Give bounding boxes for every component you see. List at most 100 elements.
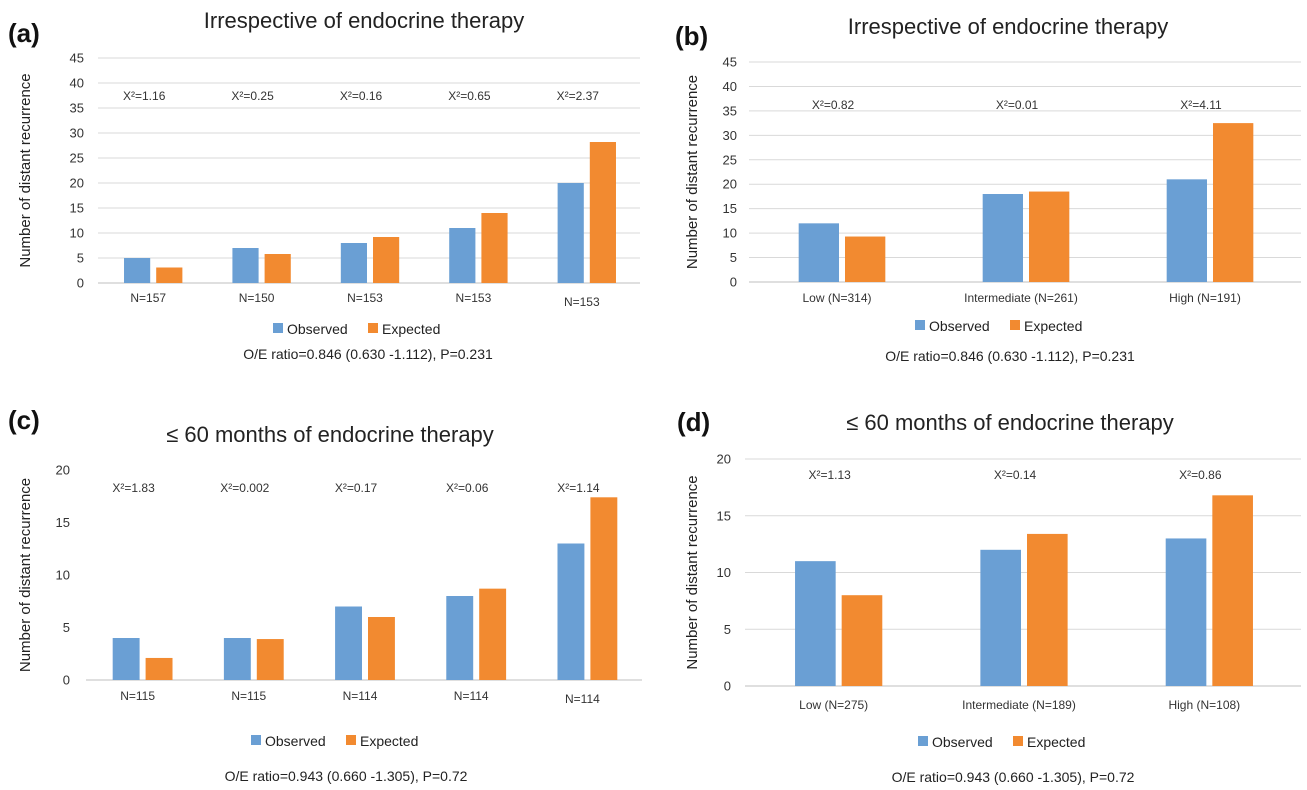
bar-expected (373, 237, 400, 283)
bar-expected (145, 657, 173, 680)
y-axis-label: Number of distant recurrence (684, 75, 701, 269)
chart-title: ≤ 60 months of endocrine therapy (846, 410, 1174, 435)
chart-title: ≤ 60 months of endocrine therapy (166, 422, 494, 447)
chi-square-label: X²=0.17 (335, 481, 378, 495)
bar-observed (449, 228, 476, 283)
chart-svg: (a) Irrespective of endocrine therapy 0 5 10… (8, 8, 640, 362)
y-tick-label: 0 (77, 276, 84, 291)
panel-label: (d) (677, 407, 710, 437)
bar-observed (232, 248, 259, 283)
y-tick-label: 20 (723, 177, 737, 192)
bar-observed (446, 596, 474, 680)
x-tick-label: High (N=191) (1169, 291, 1241, 305)
bar-expected (156, 267, 183, 283)
chi-square-label: X²=0.16 (340, 89, 383, 103)
y-axis-label: Number of distant recurrence (17, 478, 34, 672)
legend-label: Expected (360, 733, 418, 749)
x-tick-label: N=115 (231, 689, 266, 703)
chi-square-label: X²=2.37 (557, 89, 600, 103)
y-axis-label: Number of distant recurrence (17, 73, 34, 267)
y-tick-label: 10 (717, 565, 731, 580)
chi-square-label: X²=0.06 (446, 481, 489, 495)
y-tick-label: 40 (70, 76, 84, 91)
x-tick-label: Intermediate (N=189) (962, 698, 1076, 712)
chart-panel-d: (d) ≤ 60 months of endocrine therapy 0 5 10 1… (653, 395, 1307, 790)
bar-observed (223, 638, 251, 680)
y-tick-label: 15 (723, 201, 737, 216)
y-tick-label: 0 (724, 679, 731, 694)
bar-observed (335, 606, 362, 680)
legend-swatch-expected (1010, 320, 1020, 330)
chi-square-label: X²=0.65 (448, 89, 491, 103)
x-tick-label: N=153 (564, 295, 600, 309)
x-tick-label: N=153 (456, 291, 492, 305)
chart-svg: (c) ≤ 60 months of endocrine therapy 0 5 10 1… (8, 405, 642, 784)
bar-expected (1029, 191, 1070, 282)
x-tick-label: N=150 (239, 291, 275, 305)
chart-panel-b: (b) Irrespective of endocrine therapy 0 5 10… (653, 0, 1307, 395)
x-tick-label: N=153 (347, 291, 383, 305)
chi-square-label: X²=0.82 (812, 98, 855, 112)
y-tick-label: 15 (70, 201, 84, 216)
y-tick-label: 15 (717, 508, 731, 523)
legend-label: Expected (1027, 734, 1085, 750)
chi-square-label: X²=0.002 (220, 481, 269, 495)
y-tick-label: 5 (63, 620, 70, 635)
legend-label: Expected (382, 321, 440, 337)
bar-expected (1212, 495, 1253, 686)
oe-ratio-footnote: O/E ratio=0.943 (0.660 -1.305), P=0.72 (892, 769, 1135, 785)
bar-expected (264, 254, 291, 283)
bar-expected (845, 236, 886, 282)
y-tick-label: 0 (63, 673, 70, 688)
x-tick-label: N=157 (130, 291, 166, 305)
x-tick-label: Intermediate (N=261) (964, 291, 1078, 305)
bar-observed (557, 183, 584, 283)
y-tick-label: 20 (56, 463, 70, 478)
bar-observed (124, 258, 151, 283)
y-tick-label: 10 (723, 226, 737, 241)
bar-expected (479, 588, 507, 680)
y-tick-label: 5 (77, 251, 84, 266)
bar-expected (368, 617, 395, 680)
bar-observed (112, 638, 140, 680)
legend-swatch-observed (251, 735, 261, 745)
chi-square-label: X²=0.86 (1179, 468, 1222, 482)
bar-expected (589, 142, 616, 283)
y-tick-label: 0 (730, 275, 737, 290)
oe-ratio-footnote: O/E ratio=0.943 (0.660 -1.305), P=0.72 (225, 768, 468, 784)
y-tick-label: 5 (730, 250, 737, 265)
chi-square-label: X²=1.13 (808, 468, 851, 482)
legend-label: Observed (929, 318, 990, 334)
chi-square-label: X²=1.83 (112, 481, 155, 495)
y-tick-label: 10 (70, 226, 84, 241)
legend-label: Observed (932, 734, 993, 750)
bar-observed (982, 194, 1023, 282)
y-tick-label: 30 (70, 126, 84, 141)
legend-swatch-expected (368, 323, 378, 333)
chi-square-label: X²=0.25 (231, 89, 274, 103)
panel-label: (c) (8, 405, 40, 435)
bar-expected (256, 639, 284, 680)
bar-expected (481, 213, 508, 283)
y-tick-label: 10 (56, 568, 70, 583)
legend-label: Expected (1024, 318, 1082, 334)
y-tick-label: 45 (723, 55, 737, 70)
chi-square-label: X²=1.16 (123, 89, 166, 103)
legend-swatch-observed (915, 320, 925, 330)
y-tick-label: 25 (723, 152, 737, 167)
oe-ratio-footnote: O/E ratio=0.846 (0.630 -1.112), P=0.231 (243, 346, 493, 362)
bar-observed (795, 561, 836, 686)
bar-observed (798, 223, 839, 282)
panel-label: (a) (8, 18, 40, 48)
bar-expected (1027, 533, 1068, 686)
y-tick-label: 35 (723, 103, 737, 118)
y-tick-label: 20 (70, 176, 84, 191)
x-tick-label: High (N=108) (1168, 698, 1240, 712)
chi-square-label: X²=0.01 (996, 98, 1039, 112)
y-tick-label: 30 (723, 128, 737, 143)
bar-observed (1166, 179, 1207, 282)
y-tick-label: 25 (70, 151, 84, 166)
x-tick-label: N=114 (343, 689, 378, 703)
chi-square-label: X²=1.14 (557, 481, 600, 495)
chart-title: Irrespective of endocrine therapy (848, 14, 1168, 39)
